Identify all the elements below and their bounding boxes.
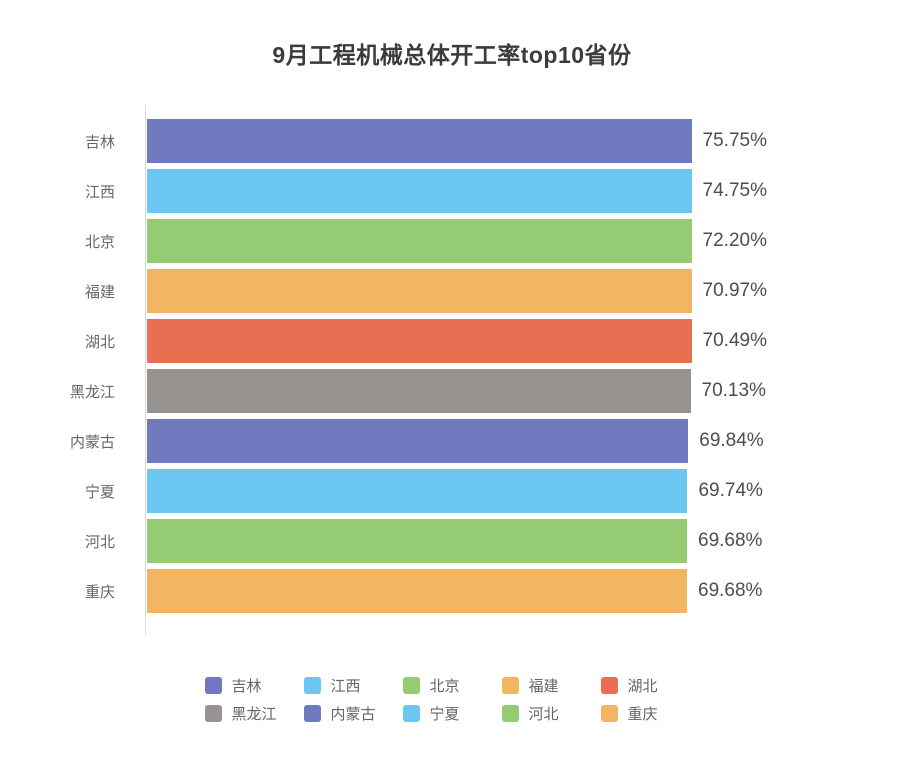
bar-track: 70.13% <box>147 369 767 413</box>
bar-value-label: 69.68% <box>698 580 763 601</box>
legend-item-重庆[interactable]: 重庆 <box>600 703 700 724</box>
bar-track: 69.68% <box>147 569 767 613</box>
bar-row: 吉林 75.75% <box>0 116 904 166</box>
bar-value-label: 70.13% <box>701 380 766 401</box>
legend-swatch-icon <box>402 704 420 722</box>
category-label: 黑龙江 <box>69 383 115 401</box>
chart-title: 9月工程机械总体开工率top10省份 <box>272 42 632 68</box>
bar-北京[interactable] <box>147 219 692 263</box>
legend-label: 北京 <box>429 677 460 695</box>
bar-福建[interactable] <box>147 269 692 313</box>
legend-item-北京[interactable]: 北京 <box>402 675 502 696</box>
bar-内蒙古[interactable] <box>147 419 689 463</box>
bar-track: 69.84% <box>147 419 767 463</box>
bar-value-label: 75.75% <box>702 130 767 151</box>
legend-item-黑龙江[interactable]: 黑龙江 <box>204 703 304 724</box>
bar-track: 70.97% <box>147 269 767 313</box>
legend-label: 吉林 <box>231 677 262 695</box>
bar-value-label: 69.68% <box>698 530 763 551</box>
bar-value-label: 72.20% <box>702 230 767 251</box>
legend-item-吉林[interactable]: 吉林 <box>204 675 304 696</box>
bar-plot-area: 吉林 75.75% 江西 74.75% 北京 72.20% 福建 70.97% 湖北 70.49%… <box>0 116 904 616</box>
legend-label: 黑龙江 <box>231 705 277 723</box>
bar-track: 72.20% <box>147 219 767 263</box>
legend-item-湖北[interactable]: 湖北 <box>600 675 700 696</box>
bar-row: 福建 70.97% <box>0 266 904 316</box>
category-label: 宁夏 <box>84 483 115 501</box>
category-label: 湖北 <box>84 333 115 351</box>
legend-item-宁夏[interactable]: 宁夏 <box>402 703 502 724</box>
legend-swatch-icon <box>501 704 519 722</box>
bar-row: 内蒙古 69.84% <box>0 416 904 466</box>
bar-row: 重庆 69.68% <box>0 566 904 616</box>
legend-label: 宁夏 <box>429 705 460 723</box>
legend-item-福建[interactable]: 福建 <box>501 675 601 696</box>
bar-重庆[interactable] <box>147 569 688 613</box>
bar-黑龙江[interactable] <box>147 369 691 413</box>
category-label: 福建 <box>84 283 115 301</box>
legend-swatch-icon <box>204 704 222 722</box>
bar-track: 69.74% <box>147 469 767 513</box>
bar-江西[interactable] <box>147 169 692 213</box>
category-label: 重庆 <box>84 583 115 601</box>
legend-item-内蒙古[interactable]: 内蒙古 <box>303 703 403 724</box>
legend-swatch-icon <box>303 704 321 722</box>
bar-row: 北京 72.20% <box>0 216 904 266</box>
legend-swatch-icon <box>501 676 519 694</box>
legend-swatch-icon <box>402 676 420 694</box>
category-label: 河北 <box>84 533 115 551</box>
legend-item-江西[interactable]: 江西 <box>303 675 403 696</box>
bar-宁夏[interactable] <box>147 469 688 513</box>
category-label: 江西 <box>84 183 115 201</box>
category-label: 北京 <box>84 233 115 251</box>
bar-track: 74.75% <box>147 169 767 213</box>
legend-row: 吉林 江西 北京 福建 湖北 <box>204 671 700 699</box>
bar-value-label: 69.84% <box>699 430 764 451</box>
legend-label: 福建 <box>528 677 559 695</box>
legend-swatch-icon <box>600 676 618 694</box>
bar-row: 河北 69.68% <box>0 516 904 566</box>
legend-label: 江西 <box>330 677 361 695</box>
bar-row: 黑龙江 70.13% <box>0 366 904 416</box>
bar-value-label: 69.74% <box>698 480 763 501</box>
bar-track: 75.75% <box>147 119 767 163</box>
bar-track: 69.68% <box>147 519 767 563</box>
bar-吉林[interactable] <box>147 119 692 163</box>
legend-swatch-icon <box>204 676 222 694</box>
category-label: 内蒙古 <box>69 433 115 451</box>
y-axis-line <box>145 104 146 635</box>
legend-label: 河北 <box>528 705 559 723</box>
legend-swatch-icon <box>600 704 618 722</box>
legend-label: 重庆 <box>627 705 658 723</box>
bar-row: 湖北 70.49% <box>0 316 904 366</box>
bar-row: 江西 74.75% <box>0 166 904 216</box>
legend-label: 湖北 <box>627 677 658 695</box>
bar-value-label: 70.49% <box>702 330 767 351</box>
legend-label: 内蒙古 <box>330 705 376 723</box>
legend-row: 黑龙江 内蒙古 宁夏 河北 重庆 <box>204 699 700 727</box>
bar-row: 宁夏 69.74% <box>0 466 904 516</box>
bar-track: 70.49% <box>147 319 767 363</box>
bar-湖北[interactable] <box>147 319 692 363</box>
legend: 吉林 江西 北京 福建 湖北黑龙江 内蒙古 宁夏 河北 重庆 <box>0 671 904 727</box>
category-label: 吉林 <box>84 133 115 151</box>
bar-value-label: 70.97% <box>702 280 767 301</box>
legend-item-河北[interactable]: 河北 <box>501 703 601 724</box>
bar-河北[interactable] <box>147 519 688 563</box>
legend-swatch-icon <box>303 676 321 694</box>
bar-value-label: 74.75% <box>702 180 767 201</box>
